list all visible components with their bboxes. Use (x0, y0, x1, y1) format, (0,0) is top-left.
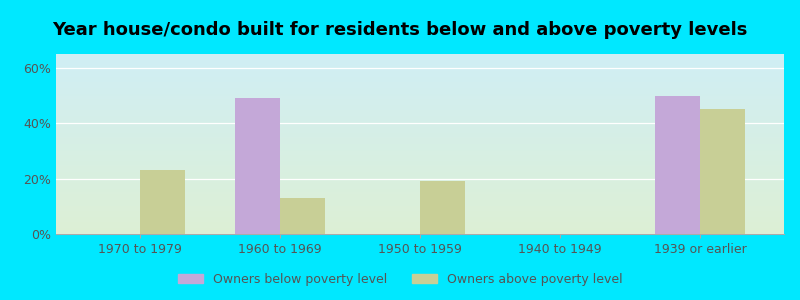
Bar (420, 182, 465, 234)
Text: Year house/condo built for residents below and above poverty levels: Year house/condo built for residents bel… (52, 21, 748, 39)
Bar (280, 198, 325, 234)
Bar (235, 98, 280, 234)
Bar (700, 110, 745, 234)
Legend: Owners below poverty level, Owners above poverty level: Owners below poverty level, Owners above… (173, 268, 627, 291)
Bar (140, 170, 185, 234)
Bar (655, 95, 700, 234)
